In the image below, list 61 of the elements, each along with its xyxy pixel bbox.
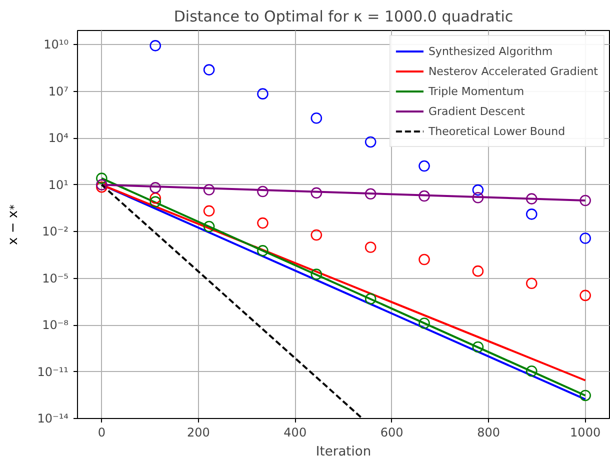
point [203,64,215,76]
x-tick-label: 200 [186,426,210,440]
point [472,341,484,353]
x-tick-label: 800 [477,426,500,440]
point [364,188,376,200]
legend-label: Nesterov Accelerated Gradient [428,64,598,78]
point [150,192,162,204]
point [96,179,108,190]
point [310,229,322,241]
legend-label: Gradient Descent [428,104,525,118]
y-tick-label: 10⁻¹¹ [37,364,69,379]
y-tick-label: 10⁻¹⁴ [37,412,69,426]
chart-title: Distance to Optimal for κ = 1000.0 quadratic [174,8,514,26]
point [257,217,268,229]
point [150,196,162,208]
point [310,187,322,199]
y-tick-label: 10⁷ [48,84,69,98]
x-tick-label: 400 [284,426,307,440]
point [257,186,268,198]
point [310,268,322,280]
y-tick-label: 10⁻⁵ [42,271,69,286]
point [418,254,430,266]
point [364,242,376,253]
x-tick-label: 600 [380,426,404,440]
x-axis-title: Iteration [316,444,372,460]
point [526,278,538,290]
point [96,181,108,193]
point [96,172,108,184]
point [580,390,591,402]
point [526,208,538,220]
point [203,220,215,232]
point [257,245,268,256]
point [150,40,162,52]
y-tick-label: 10¹ [48,178,69,192]
point [580,232,591,244]
legend-label: Theoretical Lower Bound [428,124,566,138]
point [418,190,430,202]
y-tick-label: 10⁻² [42,224,69,239]
legend-label: Synthesized Algorithm [428,44,553,58]
legend-label: Triple Momentum [428,84,524,98]
y-tick-label: 10⁻⁸ [42,318,69,332]
y-tick-label: 10⁴ [48,131,69,146]
point [418,160,430,172]
point [310,112,322,124]
point [257,88,268,100]
point [580,290,591,302]
point [203,184,215,196]
x-tick-label: 1000 [570,426,601,440]
point [526,193,538,204]
point [526,365,538,377]
point [364,136,376,148]
point [203,205,215,217]
point [418,318,430,329]
point [472,184,484,196]
point [580,194,591,206]
point [472,192,484,204]
point [364,293,376,304]
point [472,265,484,277]
point [150,182,162,194]
y-tick-label: 10¹⁰ [44,38,69,52]
x-tick-label: 0 [98,426,106,440]
